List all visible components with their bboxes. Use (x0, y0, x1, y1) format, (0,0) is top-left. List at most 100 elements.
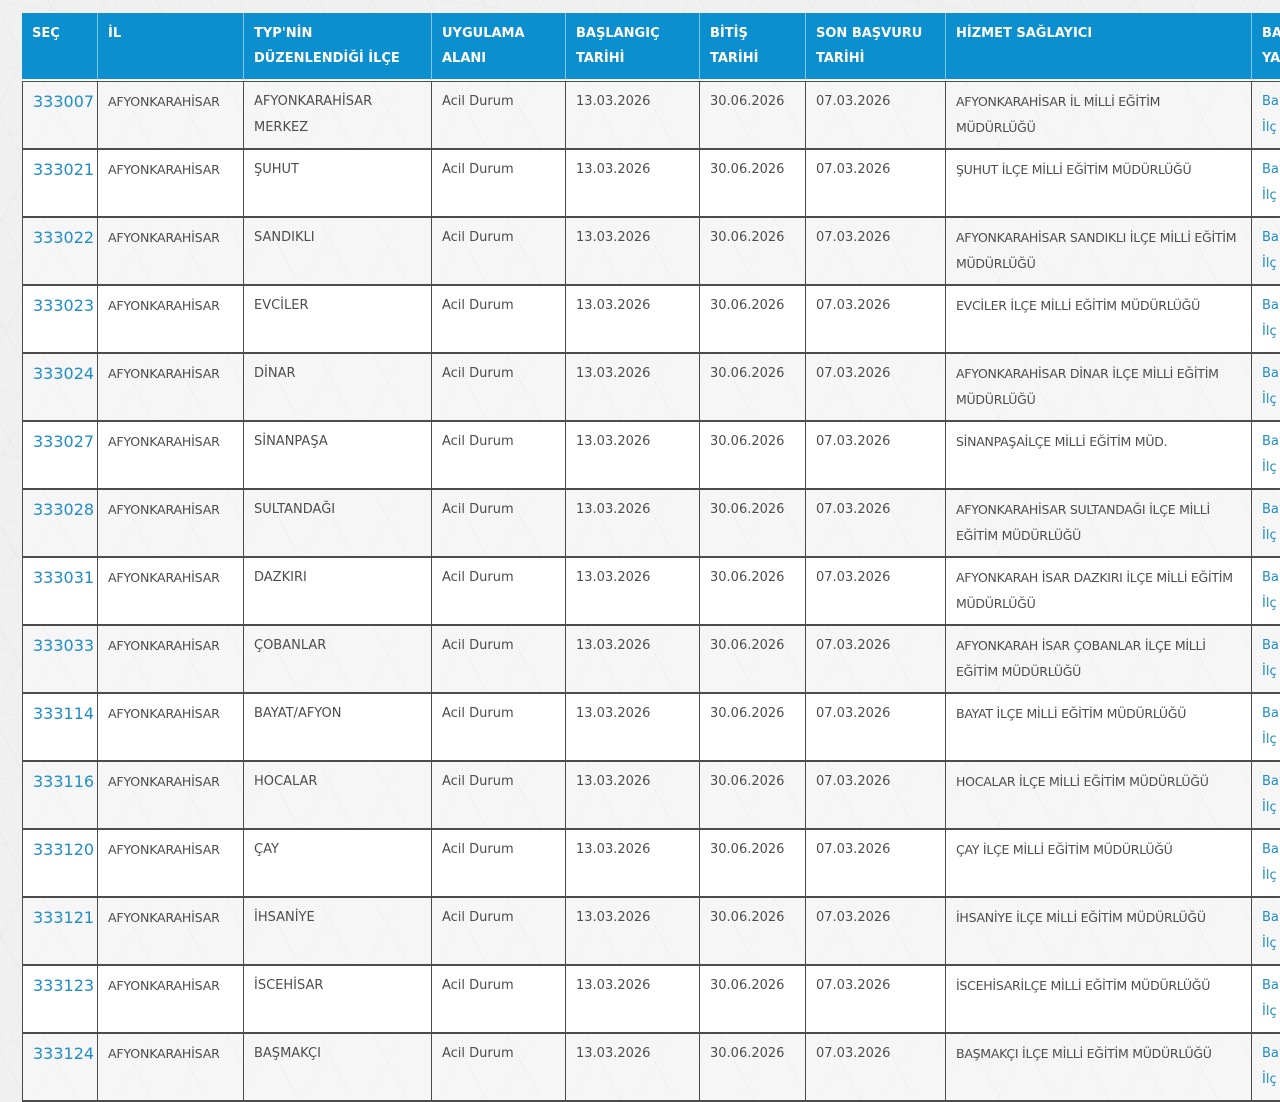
district-link[interactable]: İlç (1262, 936, 1277, 951)
job-id-link[interactable]: 333027 (33, 432, 95, 451)
cell-son-basvuru-tarihi: 07.03.2026 (806, 149, 946, 217)
apply-link[interactable]: Ba (1262, 434, 1279, 449)
table-row: 333023 AFYONKARAHİSAR EVCİLER Acil Durum 13.… (22, 285, 1280, 353)
table-row: 333027 AFYONKARAHİSAR SİNANPAŞA Acil Durum 1… (22, 421, 1280, 489)
cell-ilce: SANDIKLI (244, 217, 432, 285)
cell-basvuru: Ba İlç (1252, 149, 1280, 217)
district-link[interactable]: İlç (1262, 664, 1277, 679)
cell-baslangic-tarihi: 13.03.2026 (566, 557, 700, 625)
district-link[interactable]: İlç (1262, 256, 1277, 271)
cell-il: AFYONKARAHİSAR (98, 693, 244, 761)
apply-link[interactable]: Ba (1262, 706, 1279, 721)
apply-link[interactable]: Ba (1262, 230, 1279, 245)
job-id-link[interactable]: 333033 (33, 636, 95, 655)
cell-baslangic-tarihi: 13.03.2026 (566, 81, 700, 149)
district-link[interactable]: İlç (1262, 324, 1277, 339)
apply-link[interactable]: Ba (1262, 366, 1279, 381)
job-id-link[interactable]: 333116 (33, 772, 95, 791)
cell-bitis-tarihi: 30.06.2026 (700, 353, 806, 421)
cell-basvuru: Ba İlç (1252, 829, 1280, 897)
typ-table: SEÇ İL TYP'NİN DÜZENLENDİĞİ İLÇE UYGULAM… (22, 13, 1280, 1102)
district-link[interactable]: İlç (1262, 800, 1277, 815)
cell-basvuru: Ba İlç (1252, 421, 1280, 489)
apply-link[interactable]: Ba (1262, 774, 1279, 789)
cell-sec: 333116 (22, 761, 98, 829)
job-id-link[interactable]: 333021 (33, 160, 95, 179)
apply-link[interactable]: Ba (1262, 502, 1279, 517)
cell-il: AFYONKARAHİSAR (98, 421, 244, 489)
apply-link[interactable]: Ba (1262, 910, 1279, 925)
cell-son-basvuru-tarihi: 07.03.2026 (806, 81, 946, 149)
apply-link[interactable]: Ba (1262, 638, 1279, 653)
cell-baslangic-tarihi: 13.03.2026 (566, 353, 700, 421)
cell-uygulama-alani: Acil Durum (432, 897, 566, 965)
cell-sec: 333124 (22, 1033, 98, 1102)
table-row: 333033 AFYONKARAHİSAR ÇOBANLAR Acil Durum 13… (22, 625, 1280, 693)
job-id-link[interactable]: 333022 (33, 228, 95, 247)
cell-sec: 333031 (22, 557, 98, 625)
district-link[interactable]: İlç (1262, 188, 1277, 203)
district-link[interactable]: İlç (1262, 732, 1277, 747)
cell-uygulama-alani: Acil Durum (432, 693, 566, 761)
cell-baslangic-tarihi: 13.03.2026 (566, 693, 700, 761)
cell-uygulama-alani: Acil Durum (432, 965, 566, 1033)
cell-sec: 333007 (22, 81, 98, 149)
apply-link[interactable]: Ba (1262, 1046, 1279, 1061)
cell-son-basvuru-tarihi: 07.03.2026 (806, 285, 946, 353)
district-link[interactable]: İlç (1262, 528, 1277, 543)
cell-sec: 333033 (22, 625, 98, 693)
apply-link[interactable]: Ba (1262, 298, 1279, 313)
district-link[interactable]: İlç (1262, 392, 1277, 407)
cell-uygulama-alani: Acil Durum (432, 353, 566, 421)
cell-hizmet-saglayici: AFYONKARAHİSAR İL MİLLİ EĞİTİM MÜDÜRLÜĞÜ (946, 81, 1252, 149)
job-id-link[interactable]: 333114 (33, 704, 95, 723)
apply-link[interactable]: Ba (1262, 570, 1279, 585)
job-id-link[interactable]: 333007 (33, 92, 95, 111)
cell-basvuru: Ba İlç (1252, 965, 1280, 1033)
apply-link[interactable]: Ba (1262, 94, 1279, 109)
cell-ilce: AFYONKARAHİSAR MERKEZ (244, 81, 432, 149)
job-id-link[interactable]: 333120 (33, 840, 95, 859)
job-id-link[interactable]: 333121 (33, 908, 95, 927)
typ-listing: SEÇ İL TYP'NİN DÜZENLENDİĞİ İLÇE UYGULAM… (22, 13, 1280, 1102)
job-id-link[interactable]: 333123 (33, 976, 95, 995)
cell-hizmet-saglayici: AFYONKARAH İSAR ÇOBANLAR İLÇE MİLLİ EĞİT… (946, 625, 1252, 693)
cell-ilce: ÇOBANLAR (244, 625, 432, 693)
district-link[interactable]: İlç (1262, 596, 1277, 611)
cell-son-basvuru-tarihi: 07.03.2026 (806, 1033, 946, 1102)
table-header-row: SEÇ İL TYP'NİN DÜZENLENDİĞİ İLÇE UYGULAM… (22, 13, 1280, 81)
job-id-link[interactable]: 333028 (33, 500, 95, 519)
apply-link[interactable]: Ba (1262, 978, 1279, 993)
cell-bitis-tarihi: 30.06.2026 (700, 625, 806, 693)
cell-ilce: BAYAT/AFYON (244, 693, 432, 761)
table-row: 333121 AFYONKARAHİSAR İHSANİYE Acil Durum 13… (22, 897, 1280, 965)
cell-ilce: SİNANPAŞA (244, 421, 432, 489)
district-link[interactable]: İlç (1262, 1004, 1277, 1019)
job-id-link[interactable]: 333031 (33, 568, 95, 587)
cell-il: AFYONKARAHİSAR (98, 149, 244, 217)
cell-hizmet-saglayici: BAŞMAKÇI İLÇE MİLLİ EĞİTİM MÜDÜRLÜĞÜ (946, 1033, 1252, 1102)
cell-hizmet-saglayici: ÇAY İLÇE MİLLİ EĞİTİM MÜDÜRLÜĞÜ (946, 829, 1252, 897)
district-link[interactable]: İlç (1262, 868, 1277, 883)
cell-hizmet-saglayici: AFYONKARAHİSAR SULTANDAĞI İLÇE MİLLİ EĞİ… (946, 489, 1252, 557)
apply-link[interactable]: Ba (1262, 842, 1279, 857)
cell-son-basvuru-tarihi: 07.03.2026 (806, 557, 946, 625)
job-id-link[interactable]: 333023 (33, 296, 95, 315)
apply-link[interactable]: Ba (1262, 162, 1279, 177)
cell-uygulama-alani: Acil Durum (432, 489, 566, 557)
cell-son-basvuru-tarihi: 07.03.2026 (806, 489, 946, 557)
job-id-link[interactable]: 333124 (33, 1044, 95, 1063)
table-row: 333007 AFYONKARAHİSAR AFYONKARAHİSAR MERKE… (22, 81, 1280, 149)
cell-basvuru: Ba İlç (1252, 761, 1280, 829)
cell-bitis-tarihi: 30.06.2026 (700, 217, 806, 285)
cell-son-basvuru-tarihi: 07.03.2026 (806, 353, 946, 421)
district-link[interactable]: İlç (1262, 120, 1277, 135)
col-header-bitis-tarihi: BİTİŞ TARİHİ (700, 13, 806, 81)
cell-uygulama-alani: Acil Durum (432, 625, 566, 693)
cell-bitis-tarihi: 30.06.2026 (700, 421, 806, 489)
district-link[interactable]: İlç (1262, 460, 1277, 475)
job-id-link[interactable]: 333024 (33, 364, 95, 383)
cell-ilce: ŞUHUT (244, 149, 432, 217)
district-link[interactable]: İlç (1262, 1072, 1277, 1087)
cell-basvuru: Ba İlç (1252, 693, 1280, 761)
